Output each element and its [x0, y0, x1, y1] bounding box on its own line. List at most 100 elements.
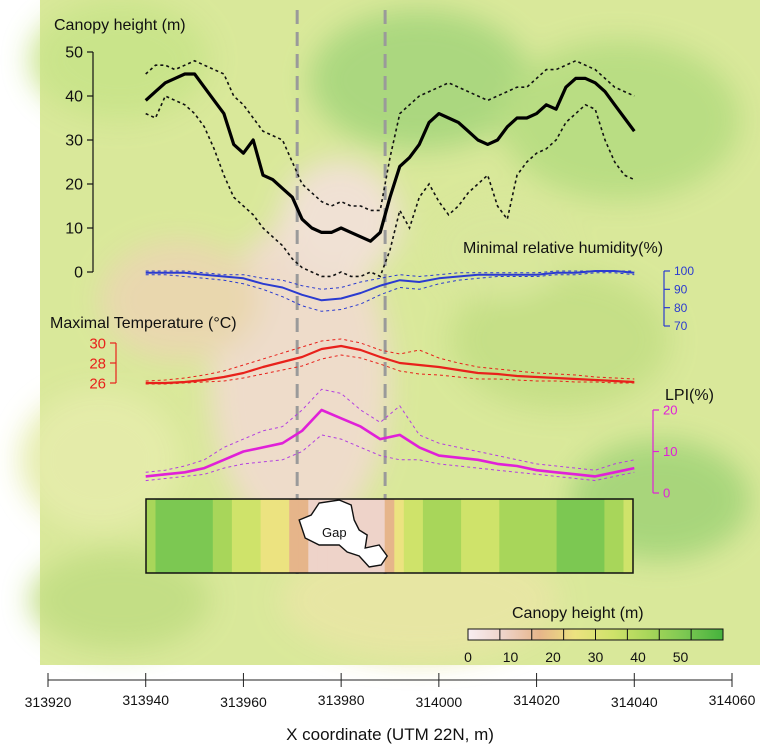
transect-cell: [375, 499, 386, 573]
transect-cell: [184, 499, 195, 573]
transect-cell: [422, 499, 433, 573]
transect-cell: [155, 499, 166, 573]
transect-cell: [508, 499, 519, 573]
transect-cell: [384, 499, 395, 573]
transect-cell: [499, 499, 510, 573]
x-axis: 313920 313940 313960 313980 314000 314020 3140…: [25, 673, 756, 744]
transect-cell: [251, 499, 262, 573]
transect-cell: [461, 499, 472, 573]
transect-cell: [432, 499, 443, 573]
transect-cell: [480, 499, 491, 573]
max_temperature-y-tick-label: 30: [89, 335, 106, 352]
lpi-mean-line: [145, 408, 635, 478]
transect-cell: [212, 499, 223, 573]
transect-frame: [145, 498, 634, 574]
transect-cell: [451, 499, 462, 573]
transect-cell: [604, 499, 615, 573]
colorbar-tick-label: 30: [588, 649, 604, 665]
canopy_height-y-axis: 0 10 20 30 40 50: [65, 45, 94, 282]
transect-cell: [203, 499, 214, 573]
colorbar: Canopy height (m) 0 10 20 30 40 50: [464, 605, 724, 665]
canopy_height-mean-line: [144, 72, 636, 243]
transect-cell: [146, 499, 157, 573]
transect-cell: [613, 499, 624, 573]
canopy-height-axis-label: Canopy height (m): [54, 17, 186, 34]
canopy_height-upper-bound-line: [145, 59, 635, 212]
x-tick-label: 314040: [611, 694, 658, 710]
min_relative_humidity-y-tick-label: 70: [674, 319, 688, 333]
transect-cell: [260, 499, 271, 573]
min_relative_humidity-y-axis: 70 80 90 100: [663, 264, 694, 333]
lpi-axis-label: LPI(%): [665, 387, 714, 404]
min_relative_humidity-y-tick-label: 90: [674, 283, 688, 297]
canopy_height-lower-bound-line: [145, 94, 635, 278]
min_relative_humidity-upper-bound-line: [145, 270, 635, 290]
max_temperature-y-tick-label: 28: [89, 355, 106, 372]
transect-cell: [222, 499, 233, 573]
transect-cell: [231, 499, 242, 573]
transect-panel: Gap: [145, 498, 634, 574]
max_temperature-series-group: 26 28 30: [89, 335, 635, 392]
transect-cell: [279, 499, 290, 573]
x-axis-label: X coordinate (UTM 22N, m): [286, 725, 494, 744]
x-tick-label: 314060: [709, 692, 756, 708]
transect-cell: [470, 499, 481, 573]
x-tick-label: 313980: [318, 692, 365, 708]
transect-cell: [394, 499, 405, 573]
lpi-y-tick-label: 20: [663, 403, 677, 418]
transect-cell: [547, 499, 558, 573]
min_relative_humidity-y-tick-label: 80: [674, 301, 688, 315]
transect-cell: [289, 499, 300, 573]
transect-cell: [270, 499, 281, 573]
transect-cell: [413, 499, 424, 573]
transect-cell: [623, 499, 634, 573]
lpi-y-axis: 0 10 20: [652, 403, 677, 501]
gap-label: Gap: [322, 525, 347, 540]
min_relative_humidity-lower-bound-line: [145, 272, 635, 312]
canopy_height-y-tick-label: 0: [74, 265, 83, 282]
transect-cell: [365, 499, 376, 573]
transect-cell: [174, 499, 185, 573]
lpi-y-tick-label: 10: [663, 444, 677, 459]
humidity-axis-label: Minimal relative humidity(%): [463, 240, 663, 257]
transect-cell: [165, 499, 176, 573]
colorbar-tick-label: 20: [545, 649, 561, 665]
max_temperature-y-tick-label: 26: [89, 375, 106, 392]
canopy_height-y-tick-label: 40: [65, 89, 83, 106]
lpi-lower-bound-line: [145, 434, 635, 482]
lpi-upper-bound-line: [145, 388, 635, 473]
min_relative_humidity-series-group: 70 80 90 100: [145, 264, 694, 333]
max_temperature-y-axis: 26 28 30: [89, 335, 117, 392]
transect-cell: [537, 499, 548, 573]
transect-cell: [594, 499, 605, 573]
colorbar-tick-label: 50: [673, 649, 689, 665]
transect-cell: [575, 499, 586, 573]
colorbar-tick-label: 40: [630, 649, 646, 665]
x-tick-label: 313940: [122, 692, 169, 708]
colorbar-tick-label: 10: [503, 649, 519, 665]
transect-cell: [528, 499, 539, 573]
canopy_height-y-tick-label: 20: [65, 177, 83, 194]
min_relative_humidity-mean-line: [145, 270, 635, 302]
transect-cell: [566, 499, 577, 573]
x-tick-label: 314020: [513, 692, 560, 708]
colorbar-label: Canopy height (m): [512, 605, 644, 622]
gap-outline: [298, 499, 389, 568]
canopy_height-series-group: 0 10 20 30 40 50: [65, 45, 636, 282]
x-tick-label: 313920: [25, 694, 72, 710]
transect-cell: [403, 499, 414, 573]
colorbar-tick-label: 0: [464, 649, 472, 665]
transect-cell: [518, 499, 529, 573]
lpi-y-tick-label: 0: [663, 486, 670, 501]
max_temperature-mean-line: [145, 344, 635, 385]
lpi-series-group: 0 10 20: [145, 388, 677, 501]
canopy_height-y-tick-label: 50: [65, 45, 83, 62]
transect-cell: [585, 499, 596, 573]
x-tick-label: 314000: [415, 694, 462, 710]
min_relative_humidity-y-tick-label: 100: [674, 264, 694, 278]
transect-cell: [241, 499, 252, 573]
temperature-axis-label: Maximal Temperature (°C): [50, 315, 237, 332]
canopy_height-y-tick-label: 10: [65, 221, 83, 238]
x-tick-label: 313960: [220, 694, 267, 710]
